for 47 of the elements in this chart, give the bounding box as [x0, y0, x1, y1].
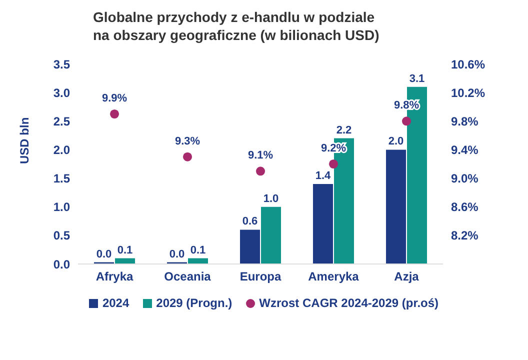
data-label: 0.1 — [117, 244, 133, 256]
y-tick-label: 2.0 — [53, 142, 70, 157]
point — [182, 152, 192, 162]
x-tick-label: Ameryka — [308, 270, 360, 284]
data-label: 9.3% — [174, 135, 200, 148]
data-label: 0.0 — [96, 248, 112, 260]
data-label: 0.0 — [169, 248, 185, 260]
data-label: 3.1 — [409, 72, 425, 85]
y-tick-label: 2.5 — [53, 114, 70, 128]
y2-tick-label: 8.6% — [451, 200, 479, 214]
y-tick-label: 0.5 — [53, 228, 70, 243]
data-label: 9.9% — [102, 92, 128, 104]
y-axis-title: USD bln — [17, 117, 32, 164]
y2-tick-label: 9.8% — [451, 114, 479, 128]
point — [328, 159, 338, 169]
point — [256, 166, 266, 176]
y-tick-label: 3.0 — [53, 86, 70, 100]
y-tick-label: 1.5 — [53, 172, 70, 186]
legend-label: Wzrost CAGR 2024-2029 (pr.oś) — [258, 296, 439, 310]
y2-tick-label: 9.4% — [451, 142, 479, 157]
bar — [261, 206, 281, 264]
legend-label: 2029 (Progn.) — [155, 296, 232, 310]
y2-tick-label: 10.2% — [451, 86, 486, 100]
data-label: 1.0 — [263, 192, 279, 205]
data-label: 0.6 — [242, 216, 258, 228]
legend-label: 2024 — [101, 296, 130, 310]
bar — [386, 150, 406, 264]
y2-tick-label: 8.2% — [451, 228, 479, 243]
bar — [313, 184, 333, 264]
bar — [240, 230, 260, 264]
data-label: 2.0 — [388, 136, 404, 148]
data-label: 9.1% — [248, 150, 274, 162]
x-tick-label: Afryka — [96, 270, 134, 284]
x-tick-label: Azja — [394, 270, 420, 284]
data-label: 1.4 — [315, 170, 332, 182]
y-tick-label: 0.0 — [53, 257, 70, 272]
y-tick-label: 1.0 — [53, 200, 70, 214]
point — [402, 116, 412, 126]
x-tick-label: Oceania — [164, 270, 212, 284]
data-label: 2.2 — [336, 124, 352, 136]
x-tick-label: Europa — [240, 270, 282, 284]
y2-tick-label: 10.6% — [451, 57, 486, 72]
point — [110, 109, 120, 119]
chart-title: Globalne przychody z e-handlu w podziale na obszary geograficzne (w bilionach USD) — [93, 8, 380, 44]
y-tick-label: 3.5 — [53, 57, 70, 72]
y2-tick-label: 9.0% — [451, 172, 479, 186]
data-label: 0.1 — [190, 244, 206, 256]
